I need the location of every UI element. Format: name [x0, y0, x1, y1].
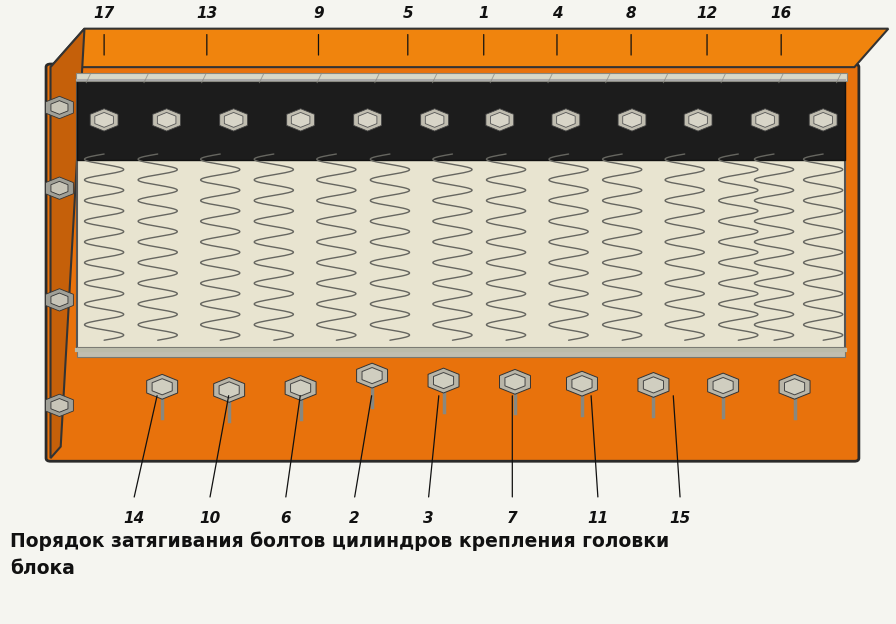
- Text: 5: 5: [402, 6, 413, 21]
- Polygon shape: [220, 109, 247, 131]
- Polygon shape: [51, 100, 68, 114]
- Text: 13: 13: [196, 6, 218, 21]
- Text: Порядок затягивания болтов цилиндров крепления головки: Порядок затягивания болтов цилиндров кре…: [11, 532, 669, 551]
- Polygon shape: [357, 363, 388, 388]
- Polygon shape: [147, 374, 177, 399]
- Bar: [77, 347, 846, 357]
- Text: 9: 9: [314, 6, 323, 21]
- Bar: [75, 74, 848, 80]
- Text: 3: 3: [423, 511, 434, 526]
- Polygon shape: [224, 112, 243, 127]
- Polygon shape: [50, 29, 84, 458]
- Polygon shape: [158, 112, 176, 127]
- Text: 10: 10: [199, 511, 220, 526]
- Polygon shape: [152, 109, 181, 131]
- Text: 7: 7: [507, 511, 518, 526]
- Polygon shape: [426, 112, 444, 127]
- Text: 15: 15: [669, 511, 691, 526]
- Polygon shape: [486, 109, 513, 131]
- Bar: [77, 79, 846, 349]
- Polygon shape: [685, 109, 712, 131]
- Polygon shape: [421, 109, 449, 131]
- Text: 12: 12: [696, 6, 718, 21]
- Polygon shape: [428, 368, 459, 393]
- Polygon shape: [220, 382, 239, 398]
- Polygon shape: [809, 109, 837, 131]
- Polygon shape: [556, 112, 575, 127]
- Polygon shape: [566, 371, 598, 396]
- Polygon shape: [90, 109, 118, 131]
- Polygon shape: [290, 380, 311, 396]
- Bar: [77, 79, 846, 160]
- Polygon shape: [51, 399, 68, 412]
- Polygon shape: [572, 376, 592, 392]
- Polygon shape: [689, 112, 707, 127]
- Text: 17: 17: [93, 6, 115, 21]
- Polygon shape: [638, 373, 669, 397]
- Polygon shape: [505, 374, 525, 390]
- Polygon shape: [713, 378, 733, 394]
- Text: 11: 11: [588, 511, 608, 526]
- Polygon shape: [780, 374, 810, 399]
- Polygon shape: [358, 112, 377, 127]
- Polygon shape: [95, 112, 114, 127]
- Polygon shape: [46, 177, 73, 199]
- Text: 2: 2: [349, 511, 359, 526]
- Polygon shape: [354, 109, 382, 131]
- Polygon shape: [434, 373, 453, 389]
- Polygon shape: [814, 112, 832, 127]
- Polygon shape: [751, 109, 779, 131]
- Polygon shape: [291, 112, 310, 127]
- Text: 6: 6: [280, 511, 290, 526]
- Polygon shape: [152, 379, 172, 395]
- Polygon shape: [46, 96, 73, 119]
- Polygon shape: [51, 293, 68, 307]
- Polygon shape: [50, 29, 888, 67]
- Polygon shape: [213, 378, 245, 402]
- Text: 8: 8: [625, 6, 636, 21]
- Polygon shape: [51, 182, 68, 195]
- Polygon shape: [623, 112, 642, 127]
- Text: 16: 16: [771, 6, 792, 21]
- Polygon shape: [46, 394, 73, 417]
- Text: 1: 1: [478, 6, 489, 21]
- Polygon shape: [756, 112, 774, 127]
- Text: 4: 4: [552, 6, 563, 21]
- Polygon shape: [362, 368, 382, 384]
- Polygon shape: [618, 109, 646, 131]
- FancyBboxPatch shape: [46, 64, 859, 461]
- Polygon shape: [285, 376, 316, 401]
- Polygon shape: [46, 289, 73, 311]
- Polygon shape: [643, 377, 664, 393]
- Text: блока: блока: [11, 559, 75, 578]
- Text: 14: 14: [123, 511, 144, 526]
- Polygon shape: [490, 112, 509, 127]
- Polygon shape: [708, 373, 738, 398]
- Polygon shape: [785, 379, 805, 395]
- Polygon shape: [500, 369, 530, 394]
- Polygon shape: [287, 109, 314, 131]
- Polygon shape: [552, 109, 580, 131]
